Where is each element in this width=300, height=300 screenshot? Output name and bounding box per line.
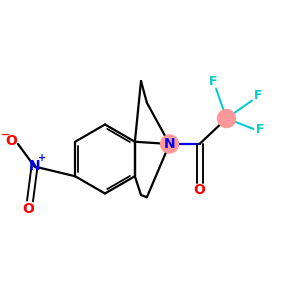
Text: F: F	[209, 75, 217, 88]
Circle shape	[160, 135, 178, 153]
Text: N: N	[29, 160, 40, 173]
Text: O: O	[5, 134, 17, 148]
Circle shape	[218, 110, 236, 128]
Text: N: N	[164, 137, 175, 151]
Text: −: −	[1, 130, 10, 140]
Text: F: F	[254, 88, 262, 102]
Text: F: F	[256, 122, 264, 136]
Text: O: O	[194, 184, 206, 197]
Text: +: +	[38, 153, 46, 163]
Text: O: O	[22, 202, 34, 216]
